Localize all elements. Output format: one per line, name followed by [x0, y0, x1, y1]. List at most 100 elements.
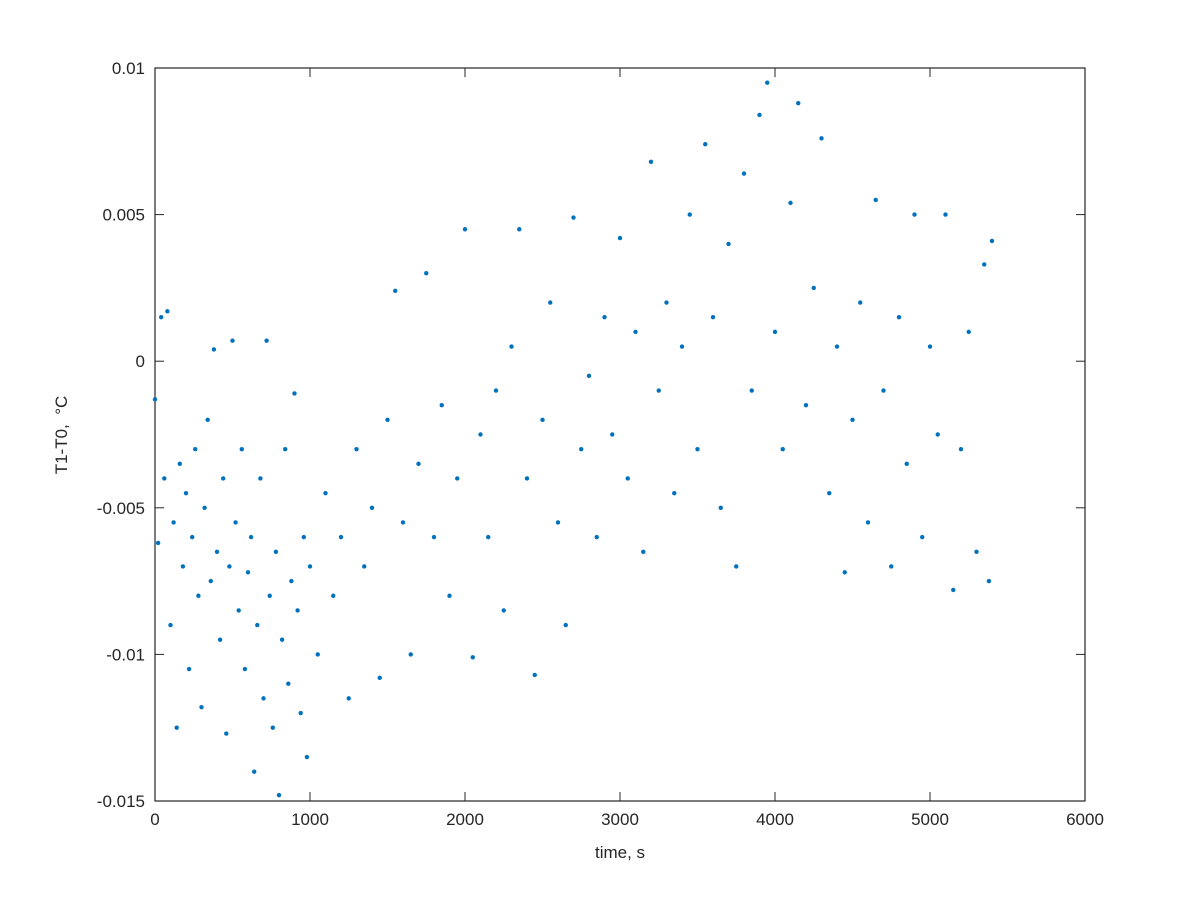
data-point: [354, 446, 359, 452]
data-point: [625, 476, 630, 481]
data-point: [211, 347, 217, 352]
data-point: [190, 534, 195, 540]
data-point: [889, 564, 894, 569]
y-tick-label: 0: [136, 352, 145, 371]
x-tick-label: 3000: [601, 810, 639, 829]
data-point: [896, 315, 902, 320]
data-point: [509, 344, 514, 349]
x-tick-label: 1000: [291, 810, 329, 829]
data-point: [710, 315, 716, 320]
data-point: [183, 490, 189, 496]
data-point: [951, 587, 956, 593]
data-point: [989, 238, 995, 244]
x-tick-label: 6000: [1066, 810, 1104, 829]
data-point: [307, 564, 313, 569]
y-tick-label: 0.01: [112, 59, 145, 78]
data-point: [974, 549, 979, 554]
data-point: [168, 622, 173, 628]
data-point: [385, 417, 390, 423]
data-point: [292, 391, 297, 396]
data-point: [286, 681, 291, 686]
data-point: [455, 476, 460, 481]
data-point: [796, 100, 801, 106]
data-point: [424, 271, 429, 276]
data-point: [224, 731, 229, 736]
data-point: [819, 136, 824, 141]
y-tick-label: 0.005: [102, 206, 145, 225]
data-point: [579, 446, 584, 452]
data-point: [586, 373, 592, 379]
data-point: [943, 212, 948, 217]
data-point: [478, 432, 483, 437]
data-point: [208, 578, 213, 584]
data-point: [555, 520, 561, 525]
plot-area: [154, 67, 1086, 802]
y-tick-label: -0.015: [97, 792, 145, 811]
data-point: [571, 215, 576, 220]
data-point: [524, 476, 530, 481]
data-point: [255, 622, 260, 628]
axis-ticks: 0 1000 2000 3000 4000 5000 6000 -0.015 -0.01 -0.0…: [97, 59, 1104, 829]
data-point: [594, 534, 599, 540]
data-point: [563, 622, 568, 628]
data-point: [912, 212, 917, 217]
data-point: [904, 461, 909, 467]
data-point: [834, 344, 840, 349]
data-point: [842, 570, 847, 575]
data-point: [202, 505, 207, 510]
data-point: [865, 520, 871, 525]
data-point: [338, 534, 344, 540]
data-point: [873, 197, 878, 203]
data-point: [230, 338, 235, 343]
data-point: [279, 637, 285, 642]
data-point: [718, 505, 723, 510]
data-point: [162, 476, 167, 481]
data-point: [672, 490, 677, 496]
data-point: [261, 696, 266, 701]
data-point: [431, 534, 437, 540]
data-point: [772, 329, 778, 335]
data-point: [233, 520, 238, 525]
data-point: [966, 329, 971, 335]
data-point: [757, 112, 762, 118]
data-point: [610, 432, 615, 437]
y-tick-label: -0.01: [106, 645, 145, 664]
data-point: [470, 655, 475, 660]
data-point: [377, 675, 382, 681]
data-point: [323, 490, 328, 496]
data-point: [927, 344, 933, 349]
data-point: [656, 388, 661, 393]
data-point: [180, 564, 186, 569]
y-axis-label: T1-T0, °C: [52, 396, 71, 475]
data-point: [765, 80, 770, 85]
data-point: [315, 652, 320, 657]
data-point: [236, 608, 241, 613]
data-point: [346, 696, 351, 701]
data-point: [741, 171, 747, 176]
data-point: [602, 315, 607, 320]
data-point: [217, 637, 223, 642]
data-point: [270, 725, 275, 730]
data-point: [267, 593, 272, 598]
data-point: [248, 534, 254, 540]
data-point: [301, 534, 306, 540]
data-point: [633, 329, 638, 335]
data-point: [252, 769, 257, 774]
data-point: [221, 476, 226, 481]
data-point: [331, 593, 336, 598]
data-point: [289, 578, 294, 584]
data-point: [152, 397, 158, 402]
data-point: [982, 262, 987, 267]
data-point: [664, 300, 669, 305]
data-point: [245, 570, 251, 575]
data-point: [726, 241, 731, 247]
data-point: [393, 288, 398, 294]
data-point: [439, 402, 444, 408]
data-point: [486, 534, 491, 540]
data-point: [199, 704, 204, 710]
data-point: [283, 446, 288, 452]
data-point: [177, 461, 182, 467]
data-point: [734, 564, 739, 569]
data-point: [295, 608, 300, 613]
